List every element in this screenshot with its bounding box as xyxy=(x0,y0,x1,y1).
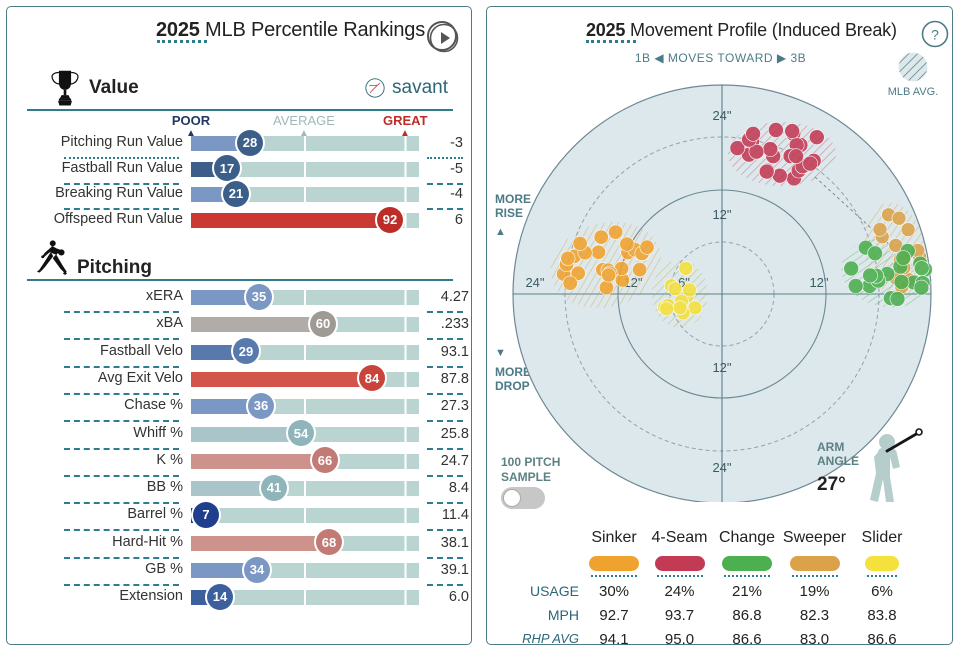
svg-text:12": 12" xyxy=(712,360,731,375)
svg-text:?: ? xyxy=(931,27,939,43)
svg-text:12": 12" xyxy=(712,207,731,222)
svg-text:12": 12" xyxy=(809,275,828,290)
svg-text:24": 24" xyxy=(712,460,731,475)
svg-text:24": 24" xyxy=(712,108,731,123)
svg-text:24": 24" xyxy=(525,275,544,290)
